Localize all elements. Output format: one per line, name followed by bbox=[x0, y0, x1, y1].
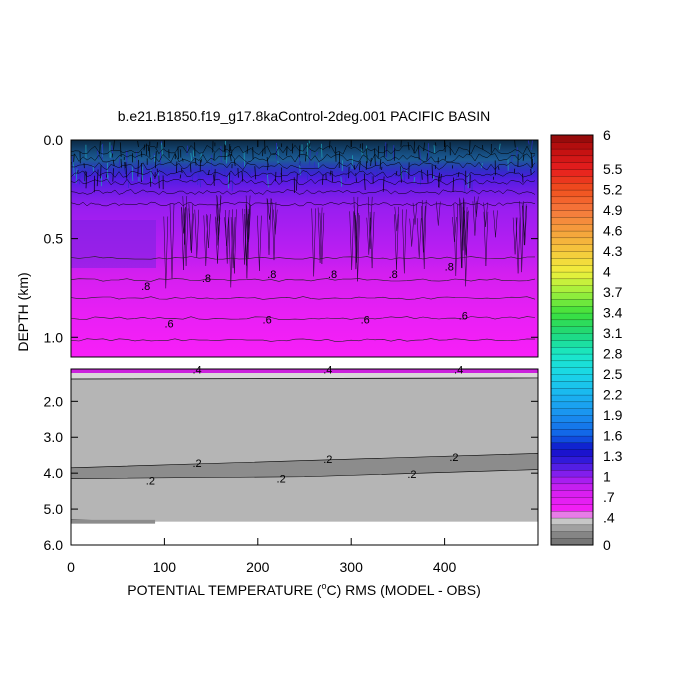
x-tick-label: 200 bbox=[246, 559, 270, 575]
colorbar-tick-label: 2.5 bbox=[603, 366, 623, 382]
upper-depth-panel bbox=[70, 139, 539, 358]
contour-label: .8 bbox=[202, 273, 211, 285]
colorbar-tick-label: 4.9 bbox=[603, 202, 623, 218]
contour-label: .4 bbox=[323, 364, 332, 376]
colorbar-tick-label: 1.9 bbox=[603, 407, 623, 423]
lower-depth-panel bbox=[70, 368, 539, 546]
contour-label: .8 bbox=[328, 269, 337, 281]
colorbar-tick-label: 0 bbox=[603, 537, 611, 553]
colorbar-labels: 6 5.5 5.2 4.9 4.6 4.3 4 3.7 3.4 3.1 2.8 2.5 2.2 1.9 1.… bbox=[603, 127, 623, 553]
light-strip bbox=[71, 373, 538, 379]
colorbar-tick-label: 4.6 bbox=[603, 223, 623, 239]
contour-label: .2 bbox=[449, 452, 458, 464]
bottom-patch bbox=[71, 519, 156, 524]
x-axis: 0 100 200 300 400 bbox=[67, 140, 456, 575]
colorbar-tick-label: 1.6 bbox=[603, 428, 623, 444]
x-axis-label-suffix: C) RMS (MODEL - OBS) bbox=[326, 582, 480, 598]
colorbar-tick-label: 3.7 bbox=[603, 284, 623, 300]
contour-label: .6 bbox=[263, 315, 272, 327]
lower-frame bbox=[70, 368, 539, 546]
western-patch bbox=[71, 220, 156, 268]
colorbar-tick-label: 5.2 bbox=[603, 182, 623, 198]
colorbar-frame bbox=[550, 134, 594, 546]
x-tick-label: 300 bbox=[340, 559, 364, 575]
top-strip bbox=[71, 369, 538, 373]
colorbar-tick-label: .7 bbox=[603, 489, 615, 505]
colorbar-tick-label: 4.3 bbox=[603, 243, 623, 259]
upper-y-tick-label: 0.5 bbox=[44, 231, 64, 247]
colorbar-tick-label: 1 bbox=[603, 469, 611, 485]
contour-label: .8 bbox=[267, 269, 276, 281]
lower-y-tick-label: 2.0 bbox=[44, 393, 64, 409]
contour-label: .4 bbox=[192, 364, 201, 376]
contour-label: .2 bbox=[407, 469, 416, 481]
colorbar-tick-label: 4 bbox=[603, 264, 611, 280]
colorbar-tick-label: 2.8 bbox=[603, 346, 623, 362]
colorbar-tick-label: 2.2 bbox=[603, 387, 623, 403]
lower-field bbox=[71, 369, 538, 522]
x-tick-label: 100 bbox=[153, 559, 177, 575]
contour-label: .8 bbox=[141, 281, 150, 293]
contour-label: .8 bbox=[445, 261, 454, 273]
contour-label: .6 bbox=[361, 315, 370, 327]
colorbar bbox=[550, 134, 594, 546]
contour-label: .2 bbox=[277, 474, 286, 486]
upper-y-tick-label: 1.0 bbox=[44, 329, 64, 345]
contour-label: .8 bbox=[389, 269, 398, 281]
colorbar-tick-label: 1.3 bbox=[603, 448, 623, 464]
colorbar-tick-label: 3.4 bbox=[603, 305, 623, 321]
x-axis-label-superscript: o bbox=[321, 581, 326, 591]
x-axis-label-prefix: POTENTIAL TEMPERATURE ( bbox=[127, 582, 322, 598]
x-axis-label: POTENTIAL TEMPERATURE (oC) RMS (MODEL - … bbox=[127, 581, 481, 598]
contour-label: .6 bbox=[459, 311, 468, 323]
lower-y-tick-label: 6.0 bbox=[44, 537, 64, 553]
contour-labels: .8 .8 .8 .8 .8 .8 .6 .6 .6 .6 .4 .4 .4 .2 .2 .2 .2 .2 .2 bbox=[141, 261, 468, 487]
y-axis-label: DEPTH (km) bbox=[15, 272, 31, 351]
x-tick-label: 0 bbox=[67, 559, 75, 575]
lower-y-axis: 2.0 3.0 4.0 5.0 6.0 bbox=[44, 393, 538, 553]
colorbar-tick-label: 6 bbox=[603, 127, 611, 143]
colorbar-tick-label: 5.5 bbox=[603, 161, 623, 177]
chart-title: b.e21.B1850.f19_g17.8kaControl-2deg.001 … bbox=[118, 108, 491, 124]
upper-contours bbox=[70, 144, 536, 342]
lower-y-tick-label: 4.0 bbox=[44, 465, 64, 481]
contour-label: .2 bbox=[192, 458, 201, 470]
colorbar-tick-label: .4 bbox=[603, 510, 615, 526]
contour-label: .6 bbox=[164, 318, 173, 330]
contour-label: .2 bbox=[146, 475, 155, 487]
colorbar-tick-label: 3.1 bbox=[603, 325, 623, 341]
contour-label: .4 bbox=[454, 364, 463, 376]
contour-label: .2 bbox=[323, 454, 332, 466]
upper-y-axis: 0.0 0.5 1.0 bbox=[44, 132, 538, 345]
upper-frame bbox=[70, 139, 539, 358]
upper-y-tick-label: 0.0 bbox=[44, 132, 64, 148]
x-tick-label: 400 bbox=[433, 559, 457, 575]
lower-y-tick-label: 5.0 bbox=[44, 501, 64, 517]
lower-y-tick-label: 3.0 bbox=[44, 429, 64, 445]
